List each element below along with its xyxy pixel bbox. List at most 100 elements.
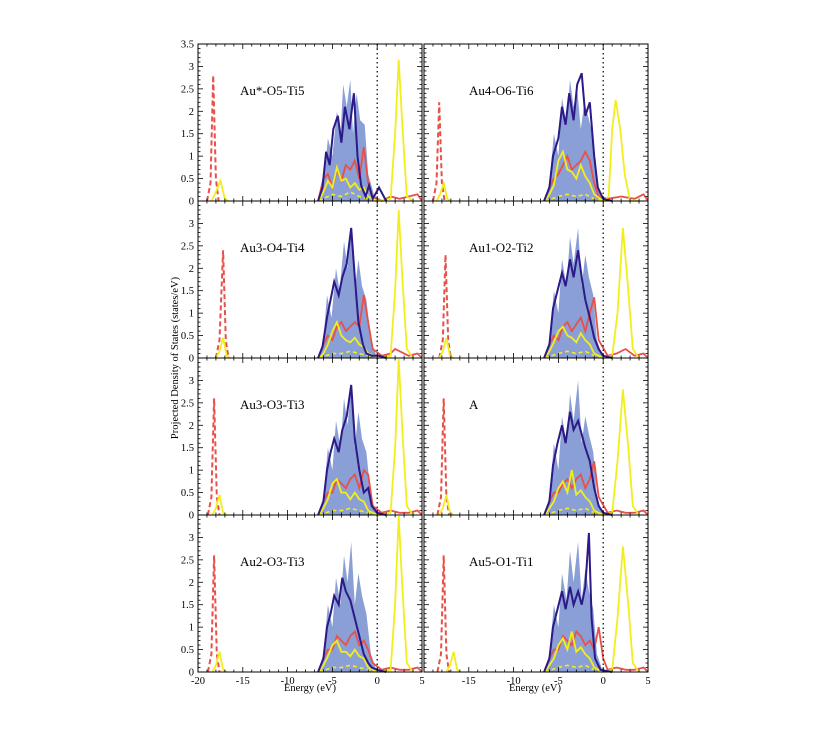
x-tick-label: -10 xyxy=(507,676,521,687)
y-tick-label: 1 xyxy=(189,152,194,163)
total-dos-area xyxy=(318,79,387,201)
y-tick-label: 0 xyxy=(189,197,194,208)
red-pdos-line xyxy=(317,468,423,516)
x-tick-label: -10 xyxy=(281,676,295,687)
x-tick-label: 5 xyxy=(419,676,424,687)
overlay-layer xyxy=(478,371,536,435)
y-tick-label: 1.5 xyxy=(181,129,194,140)
yellow-low-peak xyxy=(211,651,228,673)
darkblue-pdos-line xyxy=(317,384,387,516)
panel-label: Au1-O2-Ti2 xyxy=(469,240,534,255)
red-dashed-peak xyxy=(436,555,451,673)
panel-label: Au3-O3-Ti3 xyxy=(240,397,305,412)
x-tick-label: -5 xyxy=(328,676,337,687)
red-dashed-peak xyxy=(214,250,230,359)
yellow-low-peak xyxy=(211,494,228,516)
x-tick-label: -5 xyxy=(554,676,563,687)
yellow-low-peak xyxy=(445,651,462,673)
panel-label: Au*-O5-Ti5 xyxy=(240,83,305,98)
y-tick-label: 0.5 xyxy=(181,488,194,499)
darkblue-pdos-line xyxy=(543,72,613,202)
yellow-pdos-line xyxy=(318,515,414,673)
yellow-pdos-line xyxy=(544,227,640,359)
y-tick-label: 0.5 xyxy=(181,645,194,656)
y-tick-label: 2.5 xyxy=(181,84,194,95)
darkblue-pdos-line xyxy=(317,227,387,359)
panel-label: Au4-O6-Ti6 xyxy=(469,83,534,98)
darkblue-pdos-line xyxy=(543,411,613,516)
panel-4: Au1-O2-Ti2 xyxy=(423,200,649,359)
panel-7: 0 0.5 1 1.5 2 2.5 3 -20 -15 -10 -5 0 5 Au2-O3-Ti3 xyxy=(181,514,425,687)
panel-label: Au3-O4-Ti4 xyxy=(240,240,305,255)
y-tick-label: 2 xyxy=(189,578,194,589)
red-dashed-peak xyxy=(438,254,452,359)
x-axis-label-left: Energy (eV) xyxy=(284,683,336,694)
yellow-pdos-line xyxy=(544,389,640,516)
darkblue-pdos-line xyxy=(543,250,613,359)
panel-label: Au5-O1-Ti1 xyxy=(469,554,534,569)
y-axis-label: Projected Density of States (states/eV) xyxy=(170,276,181,439)
panel-label: Au2-O3-Ti3 xyxy=(240,554,305,569)
total-dos-area xyxy=(318,541,382,672)
y-tick-label: 0 xyxy=(189,354,194,365)
y-tick-label: 1.5 xyxy=(181,286,194,297)
panel-frame xyxy=(423,514,649,673)
darkblue-pdos-line xyxy=(317,577,387,673)
red-dashed-peak xyxy=(206,555,221,673)
y-tick-label: 2.5 xyxy=(181,398,194,409)
y-tick-label: 2.5 xyxy=(181,555,194,566)
x-tick-label: 0 xyxy=(375,676,380,687)
x-axis-label-right: Energy (eV) xyxy=(509,683,561,694)
y-tick-label: 0 xyxy=(189,668,194,679)
y-tick-label: 0.5 xyxy=(181,331,194,342)
panel-5: 0 0.5 1 1.5 2 2.5 3 Au3-O3-Ti3 xyxy=(181,357,423,522)
panel-frame xyxy=(197,43,423,202)
y-tick-label: 2 xyxy=(189,264,194,275)
total-dos-area xyxy=(544,541,608,672)
yellow-pdos-line xyxy=(318,358,414,516)
yellow-low-peak xyxy=(215,337,231,359)
x-tick-label: -15 xyxy=(462,676,476,687)
yellow-low-peak xyxy=(210,177,229,202)
total-dos-area xyxy=(544,380,608,515)
yellow-pdos-line xyxy=(318,59,414,202)
red-dashed-peak xyxy=(206,398,221,516)
y-tick-label: 1 xyxy=(189,466,194,477)
red-dashed-peak xyxy=(432,102,446,202)
y-tick-label: 1.5 xyxy=(181,443,194,454)
x-tick-label: 5 xyxy=(645,676,650,687)
yellow-pdos-line xyxy=(544,99,639,203)
red-pdos-line xyxy=(543,297,649,359)
y-tick-label: 2 xyxy=(189,107,194,118)
yellow-pdos-line xyxy=(318,209,414,359)
panel-frame xyxy=(197,357,423,516)
y-tick-label: 3 xyxy=(189,219,194,230)
x-tick-label: 0 xyxy=(601,676,606,687)
x-tick-label: -15 xyxy=(236,676,250,687)
y-tick-label: 3 xyxy=(189,376,194,387)
red-pdos-line xyxy=(317,629,423,673)
y-tick-label: 0.5 xyxy=(181,174,194,185)
y-tick-label: 1.5 xyxy=(181,600,194,611)
panels-layer: 0 0.5 1 1.5 2 2.5 3 3.5 Au*-O5-Ti5 Au4-O6-Ti6 0 0.5… xyxy=(181,40,651,688)
darkblue-pdos-line xyxy=(317,93,388,202)
red-pdos-line xyxy=(543,460,649,516)
panel-1: 0 0.5 1 1.5 2 2.5 3 3.5 Au*-O5-Ti5 xyxy=(181,40,423,208)
y-tick-label: 2.5 xyxy=(181,241,194,252)
y-tick-label: 2 xyxy=(189,421,194,432)
y-tick-label: 3 xyxy=(189,533,194,544)
red-pdos-line xyxy=(543,626,649,673)
panel-3: 0 0.5 1 1.5 2 2.5 3 Au3-O4-Ti4 xyxy=(181,200,423,365)
y-tick-label: 1 xyxy=(189,309,194,320)
y-tick-label: 3 xyxy=(189,62,194,73)
yellow-low-peak xyxy=(435,179,452,202)
panel-frame xyxy=(197,200,423,359)
yellow-pdos-line xyxy=(544,546,640,673)
total-dos-area xyxy=(318,227,382,358)
red-dashed-peak xyxy=(436,398,451,516)
y-tick-label: 1 xyxy=(189,623,194,634)
panel-2: Au4-O6-Ti6 xyxy=(423,43,649,203)
yellow-dashed-line xyxy=(318,191,378,202)
x-tick-label: -20 xyxy=(191,676,205,687)
